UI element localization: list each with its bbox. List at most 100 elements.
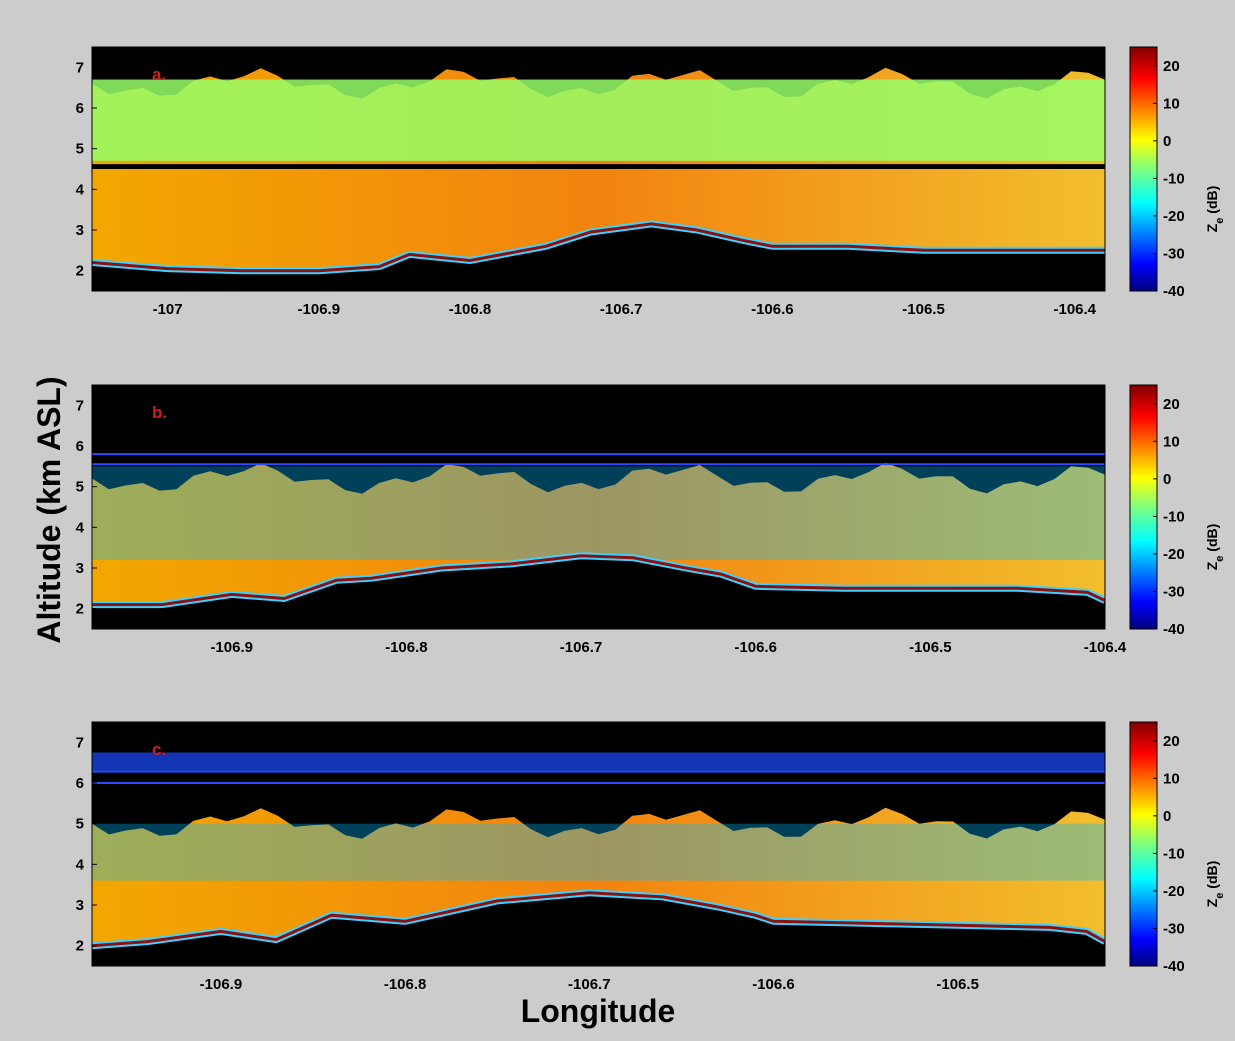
colorbar-tick-label: -20 bbox=[1163, 883, 1185, 900]
colorbar-gradient bbox=[1129, 46, 1158, 292]
y-axis-title: Altitude (km ASL) bbox=[31, 376, 67, 643]
panel-3: c. -106.9 -106.8 -106.7 -106.6 -106.5 2 3 4 5 6 7 20… bbox=[76, 721, 1226, 993]
colorbar-tick-label: 20 bbox=[1163, 396, 1180, 413]
x-tick-label: -106.5 bbox=[909, 639, 952, 656]
x-tick-label: -106.5 bbox=[902, 301, 945, 318]
colorbar-tick-label: 0 bbox=[1163, 133, 1171, 150]
colorbar-tick-label: -40 bbox=[1163, 283, 1185, 300]
colorbar: 20 10 0 -10 -20 -30 -40 Ze (dB) bbox=[1129, 384, 1226, 638]
colorbar-tick-label: 10 bbox=[1163, 770, 1180, 787]
colorbar-tick-label: 10 bbox=[1163, 95, 1180, 112]
x-tick-label: -106.8 bbox=[384, 976, 427, 993]
axes-frame bbox=[91, 721, 1106, 967]
colorbar-tick-label: -30 bbox=[1163, 920, 1185, 937]
colorbar-tick-label: -10 bbox=[1163, 508, 1185, 525]
colorbar-tick-label: -40 bbox=[1163, 958, 1185, 975]
panel-label: a. bbox=[152, 65, 166, 84]
colorbar-tick-label: -10 bbox=[1163, 845, 1185, 862]
x-tick-label: -106.4 bbox=[1053, 301, 1096, 318]
colorbar-label: Ze (dB) bbox=[1204, 861, 1226, 908]
colorbar-label-unit: (dB) bbox=[1204, 861, 1220, 893]
echo-upper bbox=[92, 823, 1105, 881]
colorbar-tick-label: -40 bbox=[1163, 621, 1185, 638]
x-tick-label: -106.6 bbox=[751, 301, 794, 318]
y-tick-label: 5 bbox=[76, 141, 84, 158]
colorbar-label-sub: e bbox=[1214, 893, 1226, 899]
y-tick-label: 4 bbox=[76, 519, 85, 536]
echo-lower bbox=[92, 462, 1105, 605]
y-tick-label: 2 bbox=[76, 263, 84, 280]
x-tick-label: -106.8 bbox=[449, 301, 492, 318]
colorbar-label-main: Z bbox=[1204, 223, 1220, 232]
x-tick-label: -106.6 bbox=[734, 639, 777, 656]
y-tick-label: 7 bbox=[76, 397, 84, 414]
colorbar: 20 10 0 -10 -20 -30 -40 Ze (dB) bbox=[1129, 46, 1226, 300]
colorbar-tick-label: 20 bbox=[1163, 733, 1180, 750]
colorbar-label: Ze (dB) bbox=[1204, 524, 1226, 571]
ground bbox=[92, 555, 1105, 629]
colorbar: 20 10 0 -10 -20 -30 -40 Ze (dB) bbox=[1129, 721, 1226, 975]
colorbar-tick-label: -10 bbox=[1163, 170, 1185, 187]
x-axis-title: Longitude bbox=[521, 993, 676, 1029]
terrain-line bbox=[92, 554, 1105, 607]
colorbar-label-unit: (dB) bbox=[1204, 186, 1220, 218]
y-tick-label: 2 bbox=[76, 938, 84, 955]
x-tick-label: -107 bbox=[153, 301, 183, 318]
colorbar-tick-label: 20 bbox=[1163, 58, 1180, 75]
colorbar-label-unit: (dB) bbox=[1204, 524, 1220, 556]
echo-upper bbox=[92, 466, 1105, 560]
panel-1: a.-107 -106.9 -106.8 -106.7 -106.6 -106.5 -106… bbox=[76, 46, 1226, 318]
echo-field bbox=[92, 453, 1105, 629]
y-tick-label: 7 bbox=[76, 734, 84, 751]
colorbar-label-main: Z bbox=[1204, 561, 1220, 570]
y-tick-label: 5 bbox=[76, 479, 84, 496]
x-tick-label: -106.5 bbox=[936, 976, 979, 993]
x-tick-label: -106.9 bbox=[298, 301, 341, 318]
y-tick-label: 5 bbox=[76, 816, 84, 833]
x-tick-label: -106.7 bbox=[560, 639, 603, 656]
colorbar-tick-label: 0 bbox=[1163, 808, 1171, 825]
panel-2: b. -106.9 -106.8 -106.7 -106.6 -106.5 -106.4 2 3… bbox=[76, 384, 1226, 656]
y-tick-label: 6 bbox=[76, 438, 84, 455]
ground bbox=[92, 892, 1105, 966]
terrain-line bbox=[92, 222, 1105, 273]
y-tick-label: 6 bbox=[76, 775, 84, 792]
x-tick-label: -106.7 bbox=[600, 301, 643, 318]
echo-upper bbox=[92, 79, 1105, 161]
echo-field bbox=[92, 752, 1105, 966]
colorbar-tick-label: 0 bbox=[1163, 471, 1171, 488]
x-tick-label: -106.6 bbox=[752, 976, 795, 993]
y-tick-label: 4 bbox=[76, 856, 85, 873]
y-tick-label: 6 bbox=[76, 100, 84, 117]
x-tick-label: -106.9 bbox=[200, 976, 243, 993]
colorbar-tick-label: 10 bbox=[1163, 433, 1180, 450]
colorbar-tick-label: -30 bbox=[1163, 583, 1185, 600]
x-tick-label: -106.4 bbox=[1084, 639, 1127, 656]
colorbar-label-sub: e bbox=[1214, 556, 1226, 562]
colorbar-label-main: Z bbox=[1204, 898, 1220, 907]
axes-frame bbox=[91, 384, 1106, 630]
ground bbox=[92, 223, 1105, 291]
colorbar-tick-label: -20 bbox=[1163, 208, 1185, 225]
terrain-line bbox=[92, 891, 1105, 948]
colorbar-gradient bbox=[1129, 721, 1158, 967]
colorbar-tick-label: -30 bbox=[1163, 245, 1185, 262]
y-tick-label: 2 bbox=[76, 601, 84, 618]
axes-frame bbox=[91, 46, 1106, 292]
echo-cirrus bbox=[92, 752, 1105, 771]
y-tick-label: 3 bbox=[76, 222, 84, 239]
colorbar-label-sub: e bbox=[1214, 218, 1226, 224]
x-tick-label: -106.7 bbox=[568, 976, 611, 993]
data-gap bbox=[92, 164, 1105, 169]
panels: a.-107 -106.9 -106.8 -106.7 -106.6 -106.5 -106… bbox=[76, 46, 1226, 993]
echo-field bbox=[92, 67, 1105, 291]
colorbar-label: Ze (dB) bbox=[1204, 186, 1226, 233]
colorbar-gradient bbox=[1129, 384, 1158, 630]
panel-label: b. bbox=[152, 403, 167, 422]
y-tick-label: 7 bbox=[76, 59, 84, 76]
colorbar-tick-label: -20 bbox=[1163, 546, 1185, 563]
y-tick-label: 3 bbox=[76, 897, 84, 914]
x-tick-label: -106.8 bbox=[385, 639, 428, 656]
echo-lower bbox=[92, 807, 1105, 946]
